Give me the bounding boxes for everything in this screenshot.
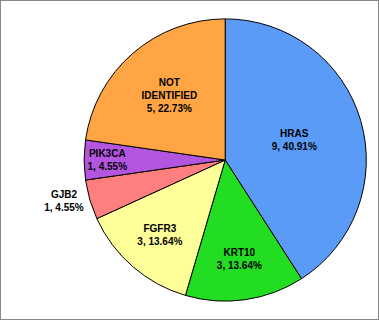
svg-text:GJB21, 4.55%: GJB21, 4.55% [44, 189, 84, 213]
svg-text:HRAS9, 40.91%: HRAS9, 40.91% [272, 128, 317, 152]
svg-text:PIK3CA1, 4.55%: PIK3CA1, 4.55% [88, 148, 128, 172]
svg-text:FGFR33, 13.64%: FGFR33, 13.64% [137, 223, 182, 247]
svg-text:NOTIDENTIFIED5, 22.73%: NOTIDENTIFIED5, 22.73% [142, 77, 198, 114]
svg-text:KRT103, 13.64%: KRT103, 13.64% [217, 247, 262, 271]
